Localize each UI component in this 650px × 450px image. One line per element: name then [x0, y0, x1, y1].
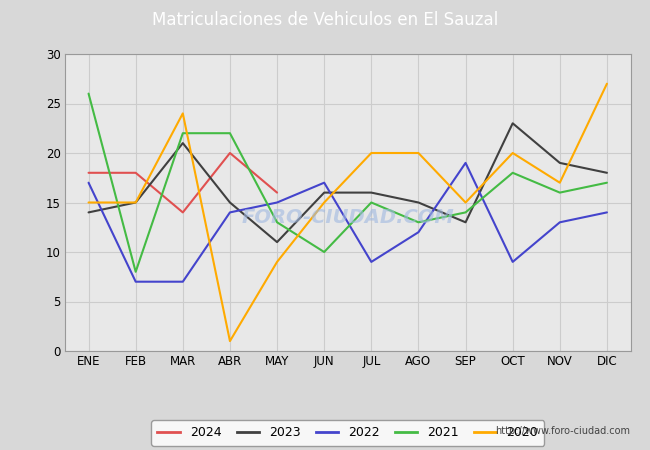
Text: Matriculaciones de Vehiculos en El Sauzal: Matriculaciones de Vehiculos en El Sauza… — [152, 11, 498, 29]
Text: http://www.foro-ciudad.com: http://www.foro-ciudad.com — [495, 426, 630, 436]
Text: FORO-CIUDAD.COM: FORO-CIUDAD.COM — [241, 208, 454, 227]
Legend: 2024, 2023, 2022, 2021, 2020: 2024, 2023, 2022, 2021, 2020 — [151, 420, 545, 446]
